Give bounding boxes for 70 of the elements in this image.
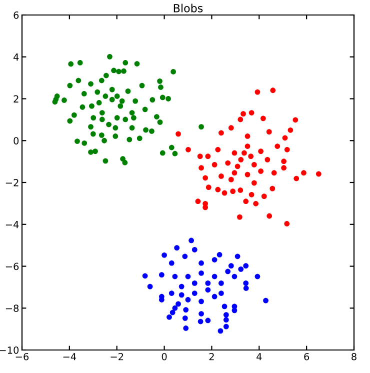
y-tick-label: −8 [6,304,19,312]
point [192,290,198,296]
point [192,280,198,286]
x-tick-label: 8 [352,352,356,360]
point [182,315,188,321]
point [216,252,222,258]
point [182,254,188,260]
point [205,280,211,286]
point [263,298,268,304]
point [183,307,189,312]
y-tick-label: −4 [6,220,19,228]
point [198,270,204,276]
point [223,312,229,318]
point [198,298,204,304]
x-tick-label: 0 [162,352,167,360]
y-tick-label: 0 [14,137,19,144]
y-tick-label: 6 [14,11,19,19]
point [225,268,231,274]
chart-title: Blobs [174,4,203,12]
point [238,266,244,272]
point [168,290,174,296]
point [234,254,240,260]
point [188,238,194,244]
point [198,318,204,324]
point [205,318,211,324]
y-tick-label: 2 [14,95,18,102]
point [170,310,176,316]
point [142,273,148,279]
point [172,305,178,311]
point [183,326,189,331]
point [185,274,191,280]
y-tick-label: 4 [14,53,19,61]
x-tick-label: 2 [209,352,214,360]
point [232,274,238,280]
point [254,274,260,280]
point [178,284,184,290]
point [198,311,204,316]
x-tick-label: −4 [63,353,76,360]
point [243,263,249,269]
x-tick-label: 6 [304,352,310,360]
point [212,294,218,300]
point [243,286,249,291]
point [166,314,172,320]
point [212,257,218,262]
point [218,280,224,286]
y-tick-label: −6 [6,262,19,270]
point [223,317,229,323]
point [162,252,167,258]
point [222,304,228,310]
x-tick-label: 4 [256,353,262,360]
y-tick-label: −10 [0,346,19,354]
point [176,301,181,307]
point [198,260,204,266]
point [147,284,153,290]
point [243,280,249,286]
y-tick-label: −2 [6,178,18,186]
point [168,260,174,266]
point [185,297,191,302]
point [205,287,211,293]
point [174,245,180,251]
point [172,274,178,280]
point [158,272,164,278]
point [218,290,224,296]
x-tick-label: −2 [110,352,124,360]
point [223,324,229,330]
point [228,263,234,269]
point [178,292,184,298]
point [218,328,224,334]
point [212,274,218,280]
point [192,247,198,252]
